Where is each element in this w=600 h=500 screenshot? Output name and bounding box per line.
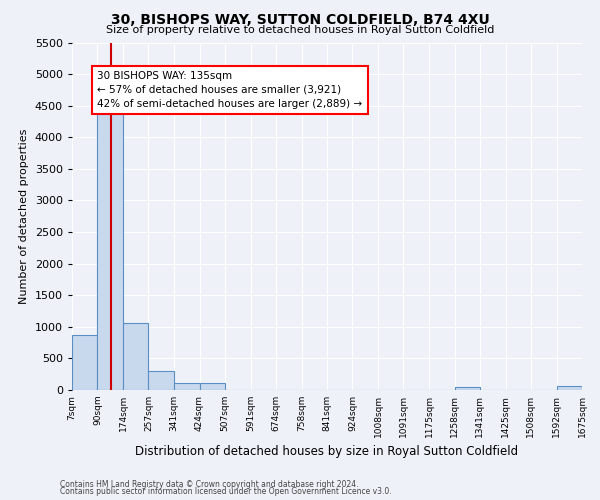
Bar [557,386,582,390]
Bar [455,386,480,390]
Bar [97,98,123,390]
Text: 30, BISHOPS WAY, SUTTON COLDFIELD, B74 4XU: 30, BISHOPS WAY, SUTTON COLDFIELD, B74 4… [110,12,490,26]
Text: Contains public sector information licensed under the Open Government Licence v3: Contains public sector information licen… [60,487,392,496]
Y-axis label: Number of detached properties: Number of detached properties [19,128,29,304]
Text: Contains HM Land Registry data © Crown copyright and database right 2024.: Contains HM Land Registry data © Crown c… [60,480,359,489]
Text: Size of property relative to detached houses in Royal Sutton Coldfield: Size of property relative to detached ho… [106,25,494,35]
X-axis label: Distribution of detached houses by size in Royal Sutton Coldfield: Distribution of detached houses by size … [136,446,518,458]
Bar [148,371,174,390]
Bar [123,323,148,390]
Text: 30 BISHOPS WAY: 135sqm
← 57% of detached houses are smaller (3,921)
42% of semi-: 30 BISHOPS WAY: 135sqm ← 57% of detached… [97,71,362,109]
Bar [72,335,97,390]
Bar [199,383,225,390]
Bar [174,383,199,390]
